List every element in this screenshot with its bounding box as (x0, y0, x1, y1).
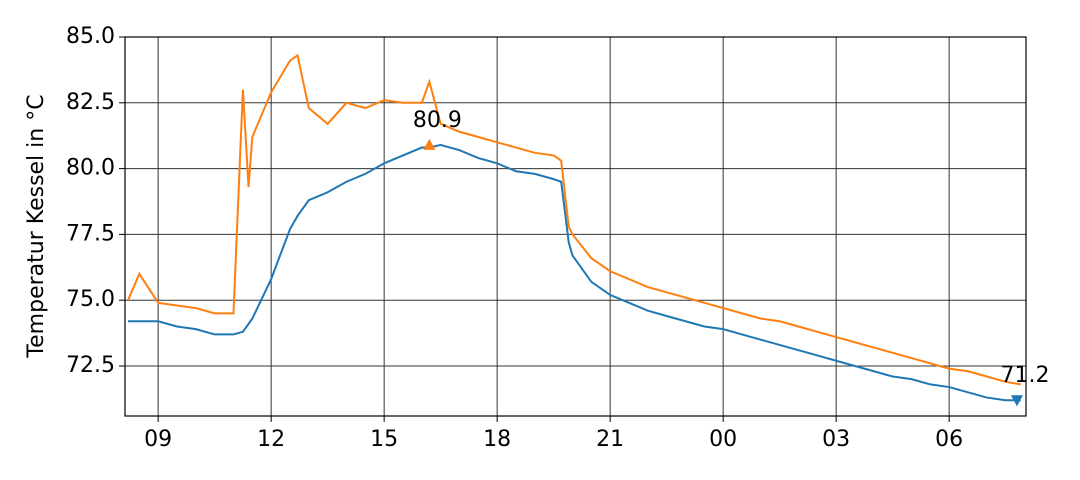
y-tick-label: 72.5 (66, 353, 115, 378)
y-tick-label: 82.5 (66, 90, 115, 115)
line (128, 143, 1021, 402)
y-tick-label: 80.0 (66, 156, 115, 181)
annotation-marker (423, 138, 436, 150)
line (127, 53, 1021, 386)
x-tick-label: 18 (483, 427, 511, 452)
x-tick-label: 06 (935, 427, 963, 452)
y-tick-label: 85.0 (66, 24, 115, 49)
annotation-label: 80.9 (413, 108, 462, 133)
x-tick-label: 09 (144, 427, 172, 452)
x-tick-label: 21 (596, 427, 624, 452)
y-tick-label: 75.0 (66, 287, 115, 312)
annotation-marker (1010, 395, 1023, 407)
plot-frame (124, 36, 1027, 417)
y-tick-label: 77.5 (66, 221, 115, 246)
x-tick-label: 00 (709, 427, 737, 452)
annotation-label: 71.2 (1000, 363, 1049, 388)
x-tick-label: 03 (822, 427, 850, 452)
x-tick-label: 12 (257, 427, 285, 452)
x-tick-label: 15 (370, 427, 398, 452)
y-axis-label: Temperatur Kessel in °C (24, 94, 49, 358)
